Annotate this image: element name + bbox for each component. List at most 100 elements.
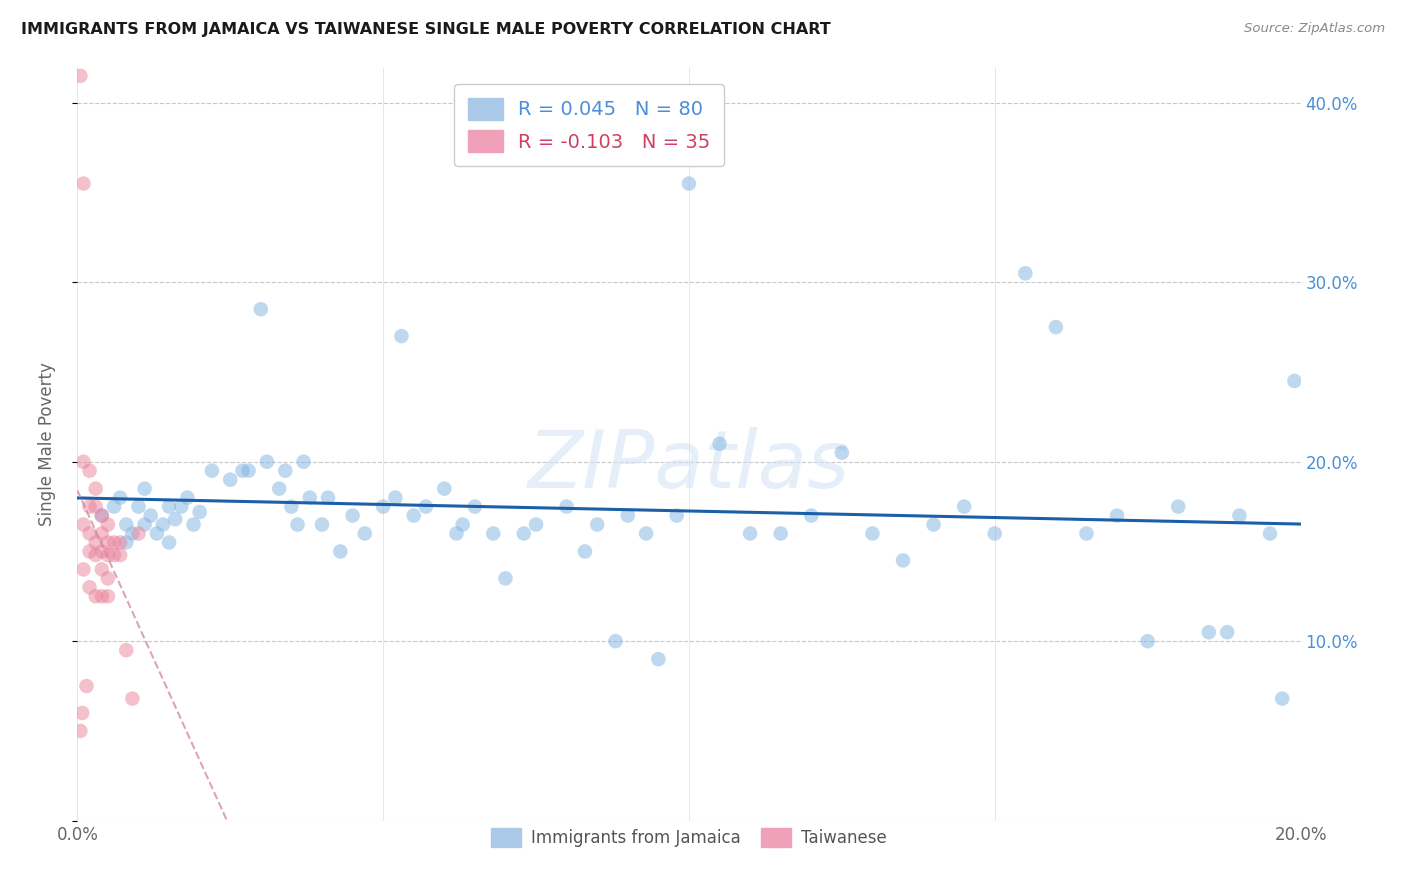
Point [97, 517, 120, 532]
Point [201, 464, 224, 478]
Point [84, 482, 107, 496]
Point [72, 177, 94, 191]
Point [219, 473, 242, 487]
Point [170, 500, 193, 514]
Point [69, 69, 91, 83]
Text: IMMIGRANTS FROM JAMAICA VS TAIWANESE SINGLE MALE POVERTY CORRELATION CHART: IMMIGRANTS FROM JAMAICA VS TAIWANESE SIN… [21, 22, 831, 37]
Point [103, 500, 125, 514]
Point [79, 464, 101, 478]
Point [274, 464, 297, 478]
Point [482, 526, 505, 541]
Point [433, 482, 456, 496]
Point [709, 437, 731, 451]
Point [90, 562, 112, 576]
Point [1216, 625, 1239, 640]
Point [371, 500, 394, 514]
Point [97, 535, 120, 549]
Point [524, 517, 547, 532]
Point [953, 500, 976, 514]
Point [176, 491, 198, 505]
Point [1271, 691, 1294, 706]
Point [90, 590, 112, 604]
Point [446, 526, 468, 541]
Point [84, 535, 107, 549]
Point [165, 512, 187, 526]
Point [134, 482, 156, 496]
Point [402, 508, 425, 523]
Point [1045, 320, 1067, 334]
Point [103, 548, 125, 562]
Point [636, 526, 658, 541]
Point [1229, 508, 1251, 523]
Point [495, 571, 517, 585]
Point [84, 590, 107, 604]
Point [79, 544, 101, 558]
Point [311, 517, 333, 532]
Point [121, 526, 143, 541]
Point [1258, 526, 1281, 541]
Point [292, 455, 315, 469]
Point [800, 508, 823, 523]
Point [188, 505, 211, 519]
Point [1167, 500, 1189, 514]
Point [353, 526, 375, 541]
Point [90, 508, 112, 523]
Point [1136, 634, 1159, 648]
Point [342, 508, 364, 523]
Legend: Immigrants from Jamaica, Taiwanese: Immigrants from Jamaica, Taiwanese [485, 822, 893, 854]
Point [72, 562, 94, 576]
Point [256, 455, 278, 469]
Point [84, 548, 107, 562]
Point [97, 590, 120, 604]
Point [157, 535, 180, 549]
Point [415, 500, 437, 514]
Point [665, 508, 688, 523]
Point [134, 517, 156, 532]
Point [922, 517, 945, 532]
Point [586, 517, 609, 532]
Point [72, 455, 94, 469]
Point [84, 500, 107, 514]
Point [127, 500, 149, 514]
Point [891, 553, 914, 567]
Point [1198, 625, 1220, 640]
Point [464, 500, 486, 514]
Point [1284, 374, 1306, 388]
Point [513, 526, 536, 541]
Point [108, 491, 131, 505]
Point [79, 580, 101, 594]
Point [384, 491, 406, 505]
Point [316, 491, 339, 505]
Point [79, 526, 101, 541]
Point [287, 517, 309, 532]
Point [79, 500, 101, 514]
Point [90, 526, 112, 541]
Point [97, 548, 120, 562]
Point [391, 329, 413, 343]
Point [76, 679, 98, 693]
Point [238, 464, 260, 478]
Point [108, 548, 131, 562]
Point [574, 544, 596, 558]
Point [605, 634, 627, 648]
Point [231, 464, 253, 478]
Text: Source: ZipAtlas.com: Source: ZipAtlas.com [1244, 22, 1385, 36]
Y-axis label: Single Male Poverty: Single Male Poverty [38, 362, 56, 525]
Point [97, 571, 120, 585]
Point [90, 508, 112, 523]
Point [862, 526, 884, 541]
Point [678, 177, 700, 191]
Point [1107, 508, 1129, 523]
Point [280, 500, 302, 514]
Point [69, 723, 91, 738]
Point [451, 517, 474, 532]
Point [329, 544, 352, 558]
Point [127, 526, 149, 541]
Point [121, 691, 143, 706]
Point [115, 643, 138, 657]
Point [269, 482, 291, 496]
Point [183, 517, 205, 532]
Point [1076, 526, 1098, 541]
Point [115, 535, 138, 549]
Point [769, 526, 792, 541]
